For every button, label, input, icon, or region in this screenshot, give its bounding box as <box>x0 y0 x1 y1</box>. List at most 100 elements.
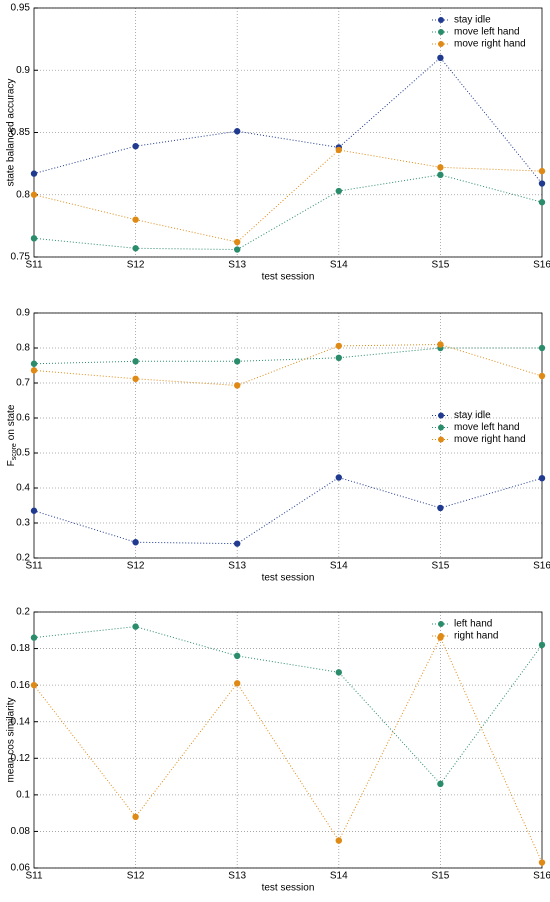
y-tick-label: 0.7 <box>16 378 30 389</box>
y-tick-label: 0.18 <box>11 643 31 654</box>
x-tick-label: S14 <box>330 871 348 882</box>
data-point <box>132 539 139 546</box>
legend-label: move right hand <box>454 39 526 50</box>
data-point <box>538 475 546 482</box>
data-point <box>234 652 241 660</box>
plot-frame <box>33 7 543 258</box>
legend-marker <box>438 436 444 443</box>
plot-frame <box>33 611 543 869</box>
data-point <box>437 54 444 61</box>
legend-marker <box>438 621 444 627</box>
data-point <box>132 375 139 382</box>
data-point <box>335 837 342 844</box>
legend-label: left hand <box>454 619 492 630</box>
y-tick-label: 0.9 <box>16 308 30 319</box>
data-point <box>538 641 546 649</box>
legend-label: stay idle <box>454 410 491 421</box>
y-tick-label: 0.12 <box>11 753 31 764</box>
data-point <box>538 372 546 380</box>
data-point <box>30 360 38 367</box>
data-point <box>538 199 546 206</box>
legend-label: stay idle <box>454 15 491 26</box>
data-point <box>538 859 546 866</box>
x-tick-label: S15 <box>432 260 450 271</box>
data-point <box>234 246 241 253</box>
x-tick-label: S16 <box>533 871 550 882</box>
y-label-main: F <box>6 460 17 466</box>
x-tick-label: S12 <box>127 561 145 572</box>
y-tick-label: 0.5 <box>16 448 30 459</box>
data-point <box>538 180 546 187</box>
data-point <box>437 171 444 179</box>
data-point <box>437 341 444 348</box>
data-point <box>132 813 139 820</box>
data-point <box>30 235 38 242</box>
series-line <box>33 343 543 386</box>
x-tick-label: S12 <box>127 260 145 271</box>
data-point <box>132 358 139 365</box>
data-point <box>234 540 241 547</box>
y-tick-label: 0.16 <box>11 680 31 691</box>
data-point <box>132 623 139 630</box>
data-point <box>132 245 139 252</box>
chart: 0.2 0.3 0.4 0.5 0.6 0.7 0.8 0.9 S11 S12 S13 S14 S15 S… <box>6 308 550 584</box>
series-line <box>33 57 543 184</box>
y-tick-label: 0.2 <box>16 553 30 564</box>
y-tick-label: 0.8 <box>16 343 30 354</box>
data-point <box>30 507 38 514</box>
data-point <box>335 669 342 676</box>
legend-marker <box>438 633 444 639</box>
x-axis-label: test session <box>262 272 315 283</box>
series-line <box>33 149 543 243</box>
data-point <box>335 354 342 361</box>
series-line <box>33 626 543 785</box>
chart: 0.06 0.08 0.1 0.12 0.14 0.16 0.18 0.2 S11 S12 S13 S… <box>6 607 550 894</box>
x-tick-label: S14 <box>330 260 348 271</box>
plot-frame <box>33 312 543 559</box>
data-point <box>30 191 38 198</box>
y-tick-label: 0.85 <box>11 127 31 138</box>
data-point <box>234 382 241 389</box>
y-tick-label: 0.06 <box>11 863 31 874</box>
data-point <box>30 367 38 374</box>
data-point <box>335 342 342 350</box>
data-point <box>335 187 342 195</box>
data-point <box>234 128 241 135</box>
y-tick-label: 0.75 <box>11 252 31 263</box>
data-point <box>234 680 241 687</box>
y-tick-label: 0.3 <box>16 518 30 529</box>
data-point <box>30 170 38 177</box>
data-point <box>30 634 38 641</box>
y-axis-label: Fscore on state <box>6 404 18 466</box>
x-axis-label: test session <box>262 883 315 894</box>
y-tick-label: 0.08 <box>11 826 31 837</box>
data-point <box>437 164 444 171</box>
x-tick-label: S12 <box>127 871 145 882</box>
x-tick-label: S13 <box>228 260 246 271</box>
y-tick-label: 0.1 <box>16 789 30 800</box>
data-point <box>335 474 342 481</box>
y-tick-label: 0.4 <box>16 483 30 494</box>
data-point <box>30 681 38 689</box>
y-tick-label: 0.14 <box>11 716 31 727</box>
series-line <box>33 347 542 365</box>
series-line <box>33 636 543 863</box>
data-point <box>132 216 139 223</box>
x-tick-label: S16 <box>533 561 550 572</box>
x-tick-label: S14 <box>330 561 348 572</box>
x-tick-label: S16 <box>533 260 550 271</box>
data-point <box>437 780 444 788</box>
x-axis-label: test session <box>262 573 315 584</box>
legend-label: right hand <box>454 631 498 642</box>
y-axis-label: mean cos similarity <box>6 697 17 782</box>
legend-label: move left hand <box>454 27 520 38</box>
x-tick-label: S11 <box>25 561 42 572</box>
data-point <box>538 167 546 175</box>
x-tick-label: S13 <box>228 561 246 572</box>
legend-label: move right hand <box>454 434 526 445</box>
series-line <box>33 174 543 251</box>
legend-marker <box>438 17 444 23</box>
data-point <box>437 504 444 512</box>
y-tick-label: 0.2 <box>16 607 30 618</box>
